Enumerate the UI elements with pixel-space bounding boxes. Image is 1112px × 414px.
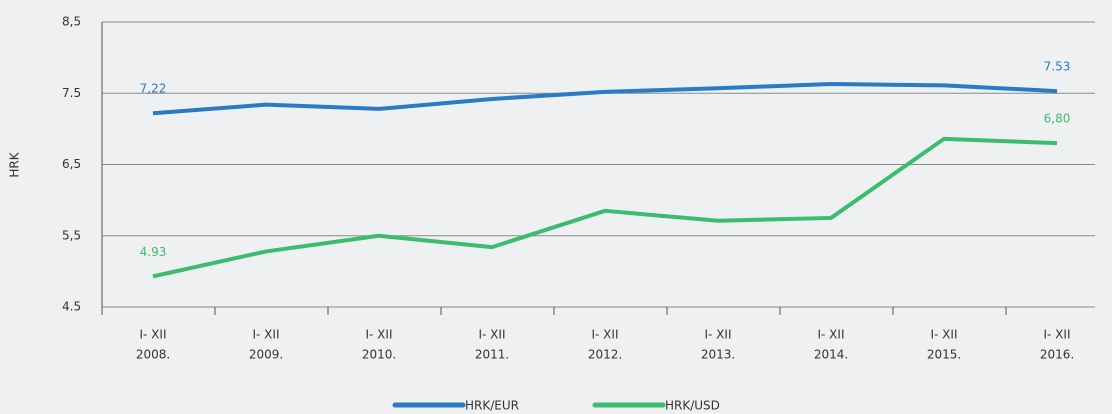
series-line [152, 81, 1058, 116]
data-label: 7.53 [1044, 60, 1071, 74]
x-tick-label: 2008. [136, 348, 170, 362]
y-tick-label: 4.5 [62, 300, 81, 314]
x-tick-label: I- XII [705, 328, 732, 342]
x-tick-label: I- XII [366, 328, 393, 342]
x-tick-label: I- XII [140, 328, 167, 342]
x-tick-label: I- XII [479, 328, 506, 342]
x-tick-label: I- XII [1044, 328, 1071, 342]
data-label: 6,80 [1044, 112, 1071, 126]
y-tick-label: 8,5 [62, 15, 81, 29]
x-tick-label: 2010. [362, 348, 396, 362]
x-tick-label: I- XII [253, 328, 280, 342]
series-line [152, 136, 1058, 279]
x-tick-label: 2014. [814, 348, 848, 362]
y-axis-label: HRK [8, 151, 22, 177]
legend-label: HRK/EUR [465, 399, 519, 413]
x-tick-label: I- XII [592, 328, 619, 342]
y-tick-label: 7.5 [62, 86, 81, 100]
x-tick-label: 2011. [475, 348, 509, 362]
y-tick-label: 6,5 [62, 157, 81, 171]
x-tick-label: 2013. [701, 348, 735, 362]
legend-label: HRK/USD [665, 399, 720, 413]
data-label: 7,22 [140, 82, 167, 96]
x-tick-label: 2016. [1040, 348, 1074, 362]
data-label: 4.93 [140, 245, 167, 259]
x-tick-label: I- XII [931, 328, 958, 342]
x-tick-label: 2009. [249, 348, 283, 362]
x-tick-label: I- XII [818, 328, 845, 342]
x-tick-label: 2015. [927, 348, 961, 362]
x-tick-label: 2012. [588, 348, 622, 362]
y-tick-label: 5,5 [62, 228, 81, 242]
